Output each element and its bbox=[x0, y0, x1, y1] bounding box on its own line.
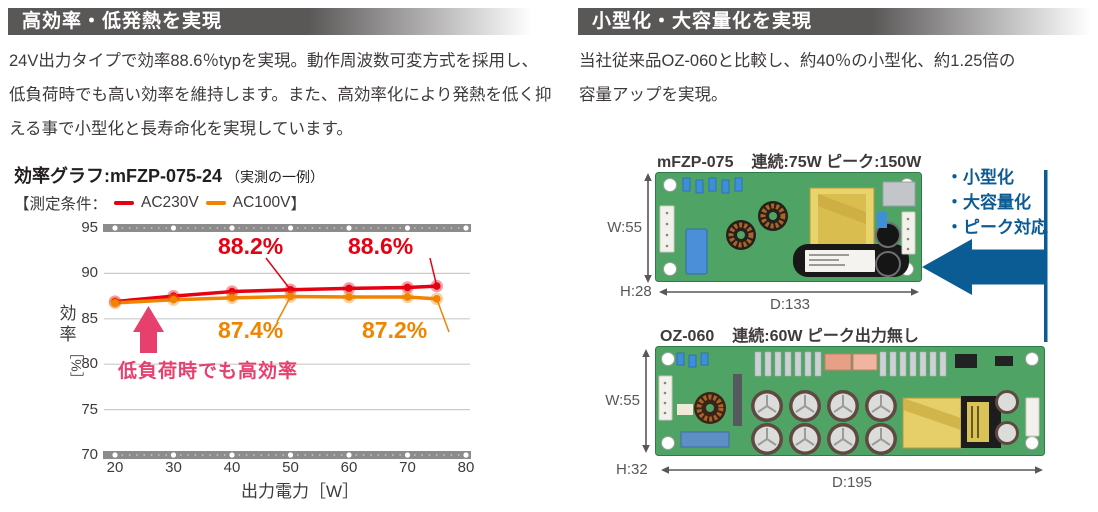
feature-bullet: ・大容量化 bbox=[946, 193, 1031, 212]
chart-grid bbox=[103, 224, 471, 459]
capacitor-bank bbox=[751, 390, 897, 455]
pcb1-spec: 連続:75W ピーク:150W bbox=[751, 154, 922, 171]
pcb-photo-oz060 bbox=[655, 346, 1045, 456]
pcb1-depth-arrow bbox=[659, 288, 919, 296]
paragraph-line: える事で小型化と長寿命化を実現しています。 bbox=[9, 120, 353, 138]
pcb2-width-arrow bbox=[642, 349, 650, 453]
legend-label-ac230v: AC230V bbox=[141, 194, 199, 211]
paragraph-line: 低負荷時でも高い効率を維持します。また、高効率化により発熱を低く抑 bbox=[9, 86, 552, 104]
pcb1-dim-d: D:133 bbox=[769, 296, 811, 313]
pcb2-depth-arrow bbox=[661, 466, 1043, 474]
pcb1-dim-h: H:28 bbox=[620, 283, 652, 300]
chart-title-main: 効率グラフ:mFZP-075-24 bbox=[14, 166, 223, 186]
chart-title: 効率グラフ:mFZP-075-24 （実測の一例） bbox=[14, 162, 324, 188]
compact-paragraph: 当社従来品OZ-060と比較し、約40％の小型化、約1.25倍の 容量アップを実… bbox=[579, 44, 1015, 112]
pcb2-spec: 連続:60W ピーク出力無し bbox=[732, 328, 919, 345]
callout-line bbox=[265, 257, 292, 291]
pcb2-caption: OZ-060 連続:60W ピーク出力無し bbox=[660, 322, 919, 346]
callout-line bbox=[429, 257, 438, 287]
toroid-inductors bbox=[726, 201, 788, 250]
section-header-efficiency: 高効率・低発熱を実現 bbox=[8, 8, 554, 35]
heatsink bbox=[754, 351, 947, 377]
pcb1-caption: mFZP-075 連続:75W ピーク:150W bbox=[657, 148, 921, 172]
chart-legend: 【測定条件： AC230V AC100V 】 bbox=[14, 192, 306, 214]
pcb2-dim-w: W:55 bbox=[605, 392, 640, 409]
legend-suffix: 】 bbox=[290, 196, 306, 213]
chart-title-note: （実測の一例） bbox=[226, 169, 325, 185]
callout-line bbox=[276, 296, 292, 323]
feature-bullet: ・小型化 bbox=[946, 168, 1014, 187]
legend-label-ac100v: AC100V bbox=[232, 194, 291, 211]
pcb2-dim-d: D:195 bbox=[831, 474, 873, 491]
paragraph-line: 当社従来品OZ-060と比較し、約40％の小型化、約1.25倍の bbox=[579, 52, 1016, 70]
feature-bullet-list: ・小型化・大容量化・ピーク対応 bbox=[946, 165, 1048, 240]
legend-swatch-ac230v bbox=[114, 201, 135, 205]
pcb1-dim-w: W:55 bbox=[607, 219, 642, 236]
legend-swatch-ac100v bbox=[205, 201, 226, 205]
section-header-compact: 小型化・大容量化を実現 bbox=[578, 8, 1098, 35]
legend-prefix: 【測定条件： bbox=[14, 196, 108, 213]
low-load-arrow-icon bbox=[133, 306, 164, 353]
paragraph-line: 24V出力タイプで効率88.6％typを実現。動作周波数可変方式を採用し、 bbox=[9, 52, 538, 70]
efficiency-chart bbox=[103, 224, 471, 459]
paragraph-line: 容量アップを実現。 bbox=[579, 86, 728, 104]
pcb1-model: mFZP-075 bbox=[657, 154, 734, 171]
pcb2-model: OZ-060 bbox=[660, 328, 715, 345]
efficiency-paragraph: 24V出力タイプで効率88.6％typを実現。動作周波数可変方式を採用し、 低負… bbox=[9, 44, 552, 146]
pcb-photo-mfzp075 bbox=[655, 172, 922, 282]
pcb1-width-arrow bbox=[644, 173, 652, 283]
pcb2-dim-h: H:32 bbox=[616, 461, 648, 478]
comparison-arrow-icon bbox=[922, 239, 1046, 295]
callout-line bbox=[436, 298, 450, 333]
feature-bullet: ・ピーク対応 bbox=[946, 218, 1048, 237]
